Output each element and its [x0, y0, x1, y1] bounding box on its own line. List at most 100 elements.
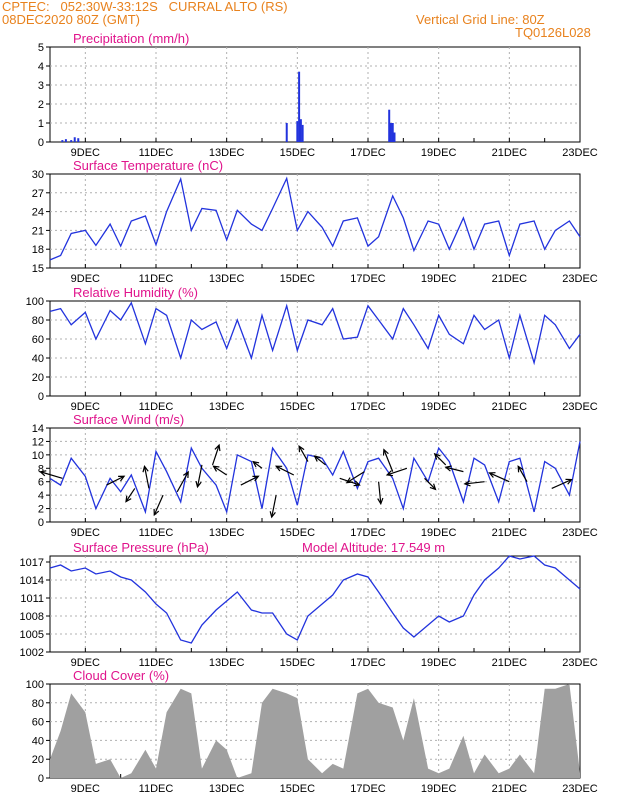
x-tick-label: 13DEC [209, 527, 245, 539]
wind-arrow [252, 461, 263, 469]
precip-bar [388, 109, 391, 142]
x-tick-label: 19DEC [421, 401, 457, 413]
x-tick-label: 21DEC [492, 401, 528, 413]
panel-annotation: Model Altitude: 17.549 m [302, 540, 445, 555]
precip-bar [77, 138, 80, 142]
y-tick-label: 20 [32, 372, 44, 384]
y-tick-label: 21 [32, 225, 44, 237]
y-tick-label: 0 [38, 137, 44, 149]
wind-arrow [196, 464, 203, 488]
x-tick-label: 13DEC [209, 401, 245, 413]
wind-arrow [551, 479, 572, 489]
y-tick-label: 1008 [20, 611, 44, 623]
precip-bar [285, 123, 288, 142]
x-tick-label: 21DEC [492, 783, 528, 795]
y-tick-label: 1011 [20, 593, 44, 605]
y-tick-label: 0 [38, 773, 44, 785]
x-tick-label: 23DEC [562, 273, 598, 285]
precip-bar [299, 119, 302, 142]
x-tick-label: 23DEC [562, 401, 598, 413]
wind-arrow-head [382, 448, 389, 456]
x-tick-label: 21DEC [492, 527, 528, 539]
x-tick-label: 17DEC [350, 657, 386, 669]
y-tick-label: 1005 [20, 629, 44, 641]
panel-frame [49, 300, 581, 397]
y-tick-label: 30 [32, 169, 44, 181]
wind-arrow-head [153, 508, 160, 517]
precip-bar [301, 124, 304, 142]
panel-title: Surface Wind (m/s) [73, 412, 184, 427]
wind-arrow-head [118, 475, 126, 482]
precip-bar [64, 139, 67, 142]
y-tick-label: 12 [32, 436, 44, 448]
x-tick-label: 19DEC [421, 147, 457, 159]
precip-bar [298, 71, 301, 142]
y-tick-label: 2 [38, 99, 44, 111]
x-tick-label: 17DEC [350, 147, 386, 159]
wind-arrow-head [212, 465, 220, 472]
station-header: CPTEC: 052:30W-33:12S CURRAL ALTO (RS) [2, 0, 288, 14]
x-tick-label: 15DEC [280, 657, 316, 669]
precip-bar [393, 132, 396, 142]
x-tick-label: 15DEC [280, 783, 316, 795]
x-tick-label: 9DEC [71, 147, 100, 159]
x-tick-label: 11DEC [139, 401, 174, 413]
wind-arrow-head [433, 452, 441, 460]
wind-arrow [40, 471, 63, 479]
x-tick-label: 23DEC [562, 147, 598, 159]
y-tick-label: 1017 [20, 557, 44, 569]
x-tick-label: 21DEC [492, 273, 528, 285]
x-tick-label: 21DEC [492, 657, 528, 669]
grid-note: Vertical Grid Line: 80Z [416, 12, 545, 27]
wind-arrow [125, 488, 136, 502]
wind-arrow [298, 445, 309, 462]
wind-arrow [464, 481, 485, 485]
x-tick-label: 21DEC [492, 147, 528, 159]
wind-arrow [489, 472, 510, 483]
x-tick-label: 9DEC [71, 657, 100, 669]
wind-arrow [143, 466, 150, 489]
run-datetime: 08DEC2020 80Z (GMT) [2, 12, 140, 27]
x-tick-label: 9DEC [71, 273, 100, 285]
wind-arrow-head [377, 497, 384, 506]
y-tick-label: 20 [32, 754, 44, 766]
y-tick-label: 27 [32, 188, 44, 200]
y-tick-label: 15 [32, 263, 44, 275]
wind-arrow [240, 475, 259, 486]
wind-arrow [339, 477, 360, 486]
wind-arrow-head [252, 475, 260, 482]
panel-frame [49, 555, 581, 653]
wind-arrow-head [298, 445, 305, 453]
x-tick-label: 23DEC [562, 657, 598, 669]
wind-arrow [517, 466, 528, 483]
x-tick-label: 9DEC [71, 783, 100, 795]
y-tick-label: 4 [38, 490, 44, 502]
x-tick-label: 15DEC [280, 401, 316, 413]
precip-bar [70, 140, 73, 142]
y-tick-label: 2 [38, 504, 44, 516]
y-tick-label: 6 [38, 477, 44, 489]
wind-arrow [213, 465, 227, 476]
y-tick-label: 14 [32, 423, 44, 435]
x-tick-label: 11DEC [139, 273, 174, 285]
series-line [49, 176, 581, 261]
y-tick-label: 1014 [20, 575, 44, 587]
wind-arrow-head [385, 470, 394, 477]
x-tick-label: 19DEC [421, 273, 457, 285]
y-tick-label: 5 [38, 42, 44, 54]
wind-arrow-head [488, 472, 496, 478]
y-tick-label: 0 [38, 517, 44, 529]
y-tick-label: 10 [32, 450, 44, 462]
panel-title: Relative Humidity (%) [73, 285, 198, 300]
x-tick-label: 15DEC [280, 527, 316, 539]
wind-arrow-head [274, 465, 283, 472]
wind-arrow-head [313, 455, 321, 462]
wind-arrow [153, 494, 164, 516]
wind-arrow [383, 449, 394, 472]
y-tick-label: 0 [38, 391, 44, 403]
panel-title: Cloud Cover (%) [73, 668, 169, 683]
wind-arrow-head [429, 483, 437, 491]
x-tick-label: 11DEC [139, 783, 174, 795]
y-tick-label: 60 [32, 334, 44, 346]
x-tick-label: 13DEC [209, 783, 245, 795]
